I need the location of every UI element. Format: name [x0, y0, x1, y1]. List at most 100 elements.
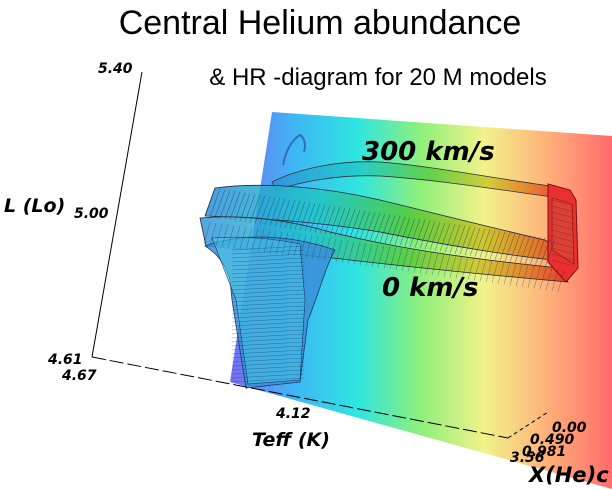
hatch-line: [521, 264, 529, 288]
hatch-line: [497, 261, 505, 284]
hatch-line: [231, 345, 305, 351]
hatch-line: [524, 236, 536, 265]
hatch-line: [401, 248, 409, 271]
hatch-line: [344, 209, 356, 238]
hatch-line: [527, 265, 535, 288]
hatch-line: [214, 189, 226, 218]
hatch-line: [533, 266, 541, 289]
hatch-line: [304, 202, 316, 232]
hatch-line: [231, 257, 305, 263]
hatch-line: [365, 243, 373, 266]
axes: [91, 71, 549, 439]
hatch-line: [231, 341, 305, 347]
hatch-line: [515, 264, 523, 287]
hatch-line: [443, 254, 451, 277]
annotation-0kms: 0 km/s: [382, 273, 479, 303]
hatch-line: [231, 253, 305, 259]
y-tick-label: 4.61: [47, 352, 83, 368]
hatch-line: [503, 262, 511, 285]
hatch-line: [544, 239, 556, 268]
x-tick-label: 4.67: [61, 368, 97, 384]
hatch-line: [339, 208, 351, 237]
hatch-line: [374, 213, 386, 242]
hatch-line: [204, 187, 216, 217]
hatch-line: [231, 277, 305, 283]
hatch-line: [231, 353, 305, 359]
hatch-line: [384, 215, 396, 244]
hatch-line: [474, 228, 486, 257]
hatch-line: [324, 205, 336, 235]
hatch-line: [224, 190, 236, 220]
hatch-line: [395, 247, 403, 271]
hatch-line: [323, 238, 331, 261]
hatch-line: [264, 196, 276, 226]
hatch-line: [231, 317, 305, 323]
hatch-line: [209, 188, 221, 217]
hatch-line: [437, 253, 445, 276]
hatch-line: [484, 230, 496, 259]
hatch-line: [231, 261, 305, 267]
z-tick-label: 0.490: [530, 432, 575, 448]
red-panel-face: [551, 197, 575, 265]
hatch-line: [335, 239, 343, 262]
hatch-line: [434, 222, 446, 251]
hatch-line: [485, 260, 493, 283]
hatch-line: [419, 220, 431, 249]
hatch-line: [444, 224, 456, 253]
hatch-line: [557, 269, 565, 292]
hatch-line: [551, 217, 575, 225]
hatch-line: [534, 237, 546, 266]
hatch-line: [239, 226, 247, 249]
hatch-line: [234, 192, 246, 221]
hatch-line: [231, 369, 305, 375]
hatch-line: [334, 207, 346, 236]
x-axis-line: [91, 356, 509, 439]
hatch-line: [227, 225, 235, 248]
hatch-line: [383, 246, 391, 269]
hatch-line: [551, 223, 575, 231]
hatch-line: [399, 217, 411, 246]
hatch-line: [479, 229, 491, 258]
hatch-line: [429, 221, 441, 251]
hatch-line: [413, 250, 421, 273]
hatch-line: [299, 202, 311, 231]
hatch-line: [371, 244, 379, 267]
hatch-line: [314, 204, 326, 233]
hatch-line: [419, 251, 427, 274]
hatch-line: [244, 193, 256, 223]
y-tick-label: 5.00: [74, 206, 109, 222]
hatch-line: [509, 263, 517, 286]
hatch-line: [231, 269, 305, 275]
hatch-line: [293, 234, 301, 257]
hatch-line: [231, 265, 305, 271]
hatch-line: [239, 193, 251, 222]
hatch-line: [551, 211, 575, 219]
hatch-line: [539, 238, 551, 267]
hatch-line: [221, 224, 229, 247]
hatch-line: [519, 235, 531, 264]
hatch-line: [551, 199, 575, 207]
hatch-line: [259, 196, 271, 225]
hatch-line: [219, 190, 231, 219]
hatch-line: [311, 236, 319, 259]
z-axis-label: X(He)c: [527, 463, 609, 487]
hatch-line: [551, 235, 575, 243]
hatch-line: [341, 240, 349, 263]
surface-ribbons: [199, 133, 579, 389]
hatch-line: [539, 267, 547, 290]
hatch-line: [359, 211, 371, 240]
hatch-line: [514, 234, 526, 263]
hatch-line: [494, 231, 506, 260]
hatch-line: [509, 233, 521, 263]
z-tick-label: 0.981: [522, 444, 566, 460]
y-tick-label: 5.40: [98, 61, 133, 77]
x-axis-label: Teff (K): [252, 429, 330, 451]
hatch-line: [551, 229, 575, 237]
hatch-line: [257, 229, 265, 252]
hatch-line: [349, 209, 361, 238]
hatch-line: [231, 301, 305, 307]
hatch-line: [389, 247, 397, 270]
hatch-line: [464, 227, 476, 256]
